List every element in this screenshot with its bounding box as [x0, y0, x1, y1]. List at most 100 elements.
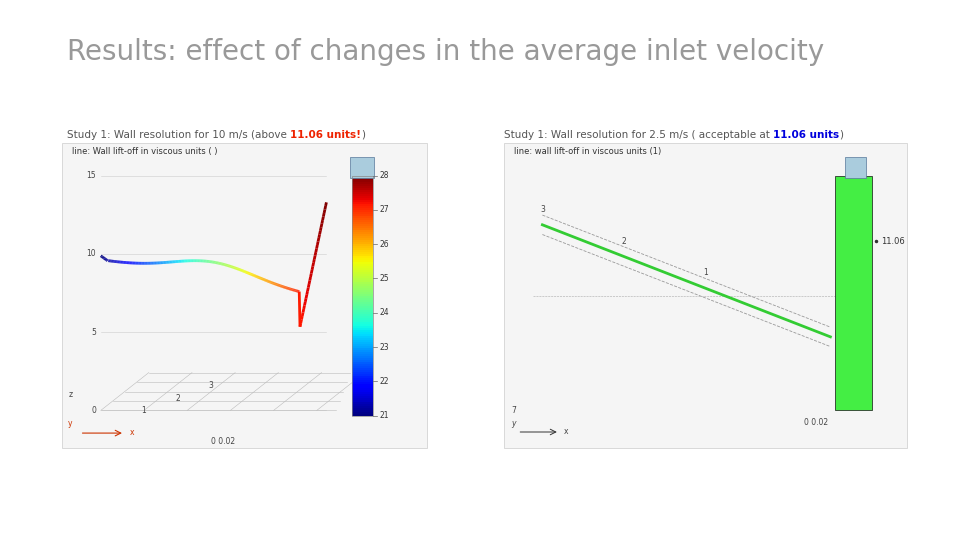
Bar — [352, 325, 373, 328]
Bar — [352, 387, 373, 390]
Text: 1: 1 — [142, 406, 146, 415]
Bar — [352, 349, 373, 352]
Bar — [352, 329, 373, 332]
Bar — [352, 189, 373, 192]
Bar — [352, 217, 373, 220]
Bar — [352, 305, 373, 308]
Text: 7: 7 — [512, 406, 516, 415]
Bar — [352, 307, 373, 309]
Bar — [352, 259, 373, 261]
Bar — [352, 271, 373, 274]
Text: 5: 5 — [91, 328, 96, 336]
Text: Study 1: Wall resolution for 2.5 m/s ( acceptable at: Study 1: Wall resolution for 2.5 m/s ( a… — [504, 130, 773, 140]
Bar — [352, 397, 373, 400]
Bar — [352, 299, 373, 302]
Bar — [352, 405, 373, 408]
Bar — [352, 255, 373, 258]
Bar — [352, 411, 373, 414]
Bar — [352, 399, 373, 402]
Text: 10: 10 — [86, 249, 96, 258]
Bar — [352, 227, 373, 229]
Bar — [352, 403, 373, 406]
Bar — [352, 243, 373, 246]
Bar — [352, 281, 373, 284]
Bar — [352, 191, 373, 193]
Bar — [352, 361, 373, 364]
Text: Results: effect of changes in the average inlet velocity: Results: effect of changes in the averag… — [67, 38, 825, 66]
Text: 21: 21 — [379, 411, 389, 420]
Bar — [352, 239, 373, 241]
Bar — [352, 215, 373, 218]
Bar — [352, 413, 373, 416]
Bar — [352, 205, 373, 207]
Bar — [352, 347, 373, 350]
Bar — [352, 321, 373, 323]
Bar — [352, 179, 373, 181]
Text: 3: 3 — [540, 205, 545, 214]
Bar — [352, 261, 373, 264]
Text: 23: 23 — [379, 343, 389, 352]
Bar — [352, 285, 373, 288]
Bar — [352, 193, 373, 195]
Bar — [352, 335, 373, 338]
Bar — [352, 303, 373, 306]
Bar — [352, 393, 373, 396]
Bar — [352, 301, 373, 303]
Bar — [352, 373, 373, 376]
Text: 26: 26 — [379, 240, 389, 248]
Bar — [352, 211, 373, 213]
Bar — [352, 247, 373, 249]
Text: ): ) — [361, 130, 366, 140]
Bar — [352, 317, 373, 320]
Text: line: Wall lift-off in viscous units ( ): line: Wall lift-off in viscous units ( ) — [72, 147, 218, 157]
Text: 22: 22 — [379, 377, 389, 386]
Bar — [352, 265, 373, 268]
Bar — [352, 341, 373, 344]
Bar — [352, 283, 373, 286]
Bar — [352, 199, 373, 201]
Bar — [352, 391, 373, 394]
Text: Study 1: Wall resolution for 10 m/s (above: Study 1: Wall resolution for 10 m/s (abo… — [67, 130, 290, 140]
Bar — [352, 277, 373, 280]
Text: z: z — [68, 390, 72, 399]
Text: 1: 1 — [704, 268, 708, 278]
Bar — [352, 297, 373, 300]
Text: x: x — [564, 427, 568, 436]
Text: 3: 3 — [208, 381, 214, 390]
Bar — [352, 185, 373, 187]
Bar — [352, 203, 373, 206]
Bar — [352, 233, 373, 235]
Bar — [352, 295, 373, 298]
Bar — [352, 287, 373, 289]
Bar — [352, 209, 373, 212]
Bar — [352, 371, 373, 374]
Bar — [352, 331, 373, 334]
Text: 24: 24 — [379, 308, 389, 318]
Bar — [352, 385, 373, 388]
Bar — [352, 409, 373, 412]
Bar — [352, 389, 373, 392]
Bar — [352, 219, 373, 221]
Bar — [352, 359, 373, 362]
Bar — [352, 383, 373, 386]
Bar — [352, 257, 373, 260]
Bar — [352, 181, 373, 184]
Bar — [352, 339, 373, 342]
Bar — [352, 183, 373, 186]
Text: 11.06 units!: 11.06 units! — [290, 130, 361, 140]
Text: line: wall lift-off in viscous units (1): line: wall lift-off in viscous units (1) — [514, 147, 660, 157]
Bar — [352, 253, 373, 255]
Bar — [352, 207, 373, 210]
Bar — [352, 379, 373, 382]
Bar — [352, 197, 373, 200]
Bar — [352, 275, 373, 278]
Bar — [352, 293, 373, 296]
Bar — [352, 357, 373, 360]
Text: x: x — [130, 428, 134, 437]
Bar — [352, 363, 373, 366]
Bar — [352, 225, 373, 227]
Text: 11.06: 11.06 — [881, 237, 905, 246]
Bar — [352, 319, 373, 322]
Bar — [352, 315, 373, 318]
Text: 0 0.02: 0 0.02 — [804, 417, 828, 427]
